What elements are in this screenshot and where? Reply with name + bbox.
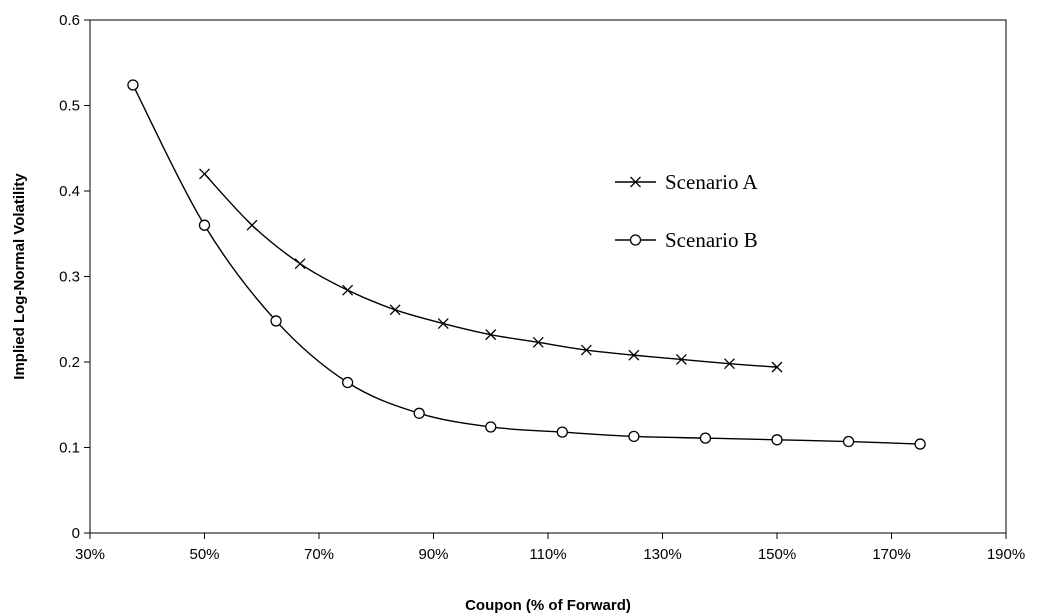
x-tick-label: 70%	[304, 546, 334, 563]
data-point	[485, 329, 497, 341]
data-point	[675, 353, 687, 365]
data-point	[389, 304, 401, 316]
y-tick-label: 0.2	[59, 354, 80, 371]
y-tick-label: 0.4	[59, 183, 80, 200]
data-point	[842, 435, 855, 448]
plot-border	[89, 19, 1007, 534]
y-tick-label: 0.6	[59, 12, 80, 29]
data-point	[914, 438, 926, 450]
data-point	[771, 361, 783, 373]
series-scenario-a	[199, 168, 783, 373]
y-tick-label: 0.3	[59, 269, 80, 286]
y-axis-title: Implied Log-Normal Volatility	[11, 173, 28, 380]
legend-label: Scenario B	[665, 228, 758, 252]
x-axis-title: Coupon (% of Forward)	[465, 597, 631, 614]
x-tick-label: 110%	[529, 546, 566, 563]
data-point	[437, 318, 449, 329]
x-tick-label: 130%	[643, 546, 681, 563]
legend: Scenario A Scenario B	[615, 170, 759, 252]
data-point	[485, 421, 497, 433]
data-point	[771, 434, 783, 446]
series-line	[203, 173, 778, 368]
data-point	[628, 430, 640, 443]
data-point	[580, 344, 592, 356]
data-point	[246, 219, 258, 231]
x-tick-label: 150%	[758, 546, 796, 563]
data-point	[724, 358, 735, 370]
data-point	[270, 315, 282, 327]
series-line	[132, 84, 921, 445]
legend-marker	[630, 176, 641, 188]
x-axis: 30% 50% 70% 90% 110% 130% 150% 170% 190%	[75, 533, 1025, 563]
data-point	[628, 349, 640, 361]
data-point	[199, 168, 210, 180]
x-tick-label: 170%	[872, 546, 910, 563]
x-tick-label: 90%	[418, 546, 448, 563]
series-scenario-b	[127, 79, 926, 450]
legend-item-scenario-a: Scenario A	[615, 170, 759, 194]
data-point	[413, 407, 425, 419]
y-tick-label: 0	[72, 525, 80, 542]
data-point	[556, 426, 568, 438]
data-point	[532, 336, 544, 348]
data-point	[127, 79, 139, 91]
legend-label: Scenario A	[665, 170, 759, 194]
y-tick-label: 0.5	[59, 98, 80, 115]
y-tick-label: 0.1	[59, 440, 80, 457]
x-tick-label: 190%	[987, 546, 1025, 563]
legend-item-scenario-b: Scenario B	[615, 228, 758, 252]
data-point	[342, 284, 354, 296]
data-point	[294, 258, 306, 270]
y-axis: 0 0.1 0.2 0.3 0.4 0.5 0.6	[59, 12, 90, 542]
legend-marker	[629, 234, 642, 246]
plot-area	[89, 19, 1007, 534]
series-layer	[127, 79, 926, 450]
data-point	[341, 376, 354, 389]
x-tick-label: 50%	[189, 546, 219, 563]
x-tick-label: 30%	[75, 546, 105, 563]
data-point	[198, 219, 211, 231]
data-point	[699, 432, 712, 444]
